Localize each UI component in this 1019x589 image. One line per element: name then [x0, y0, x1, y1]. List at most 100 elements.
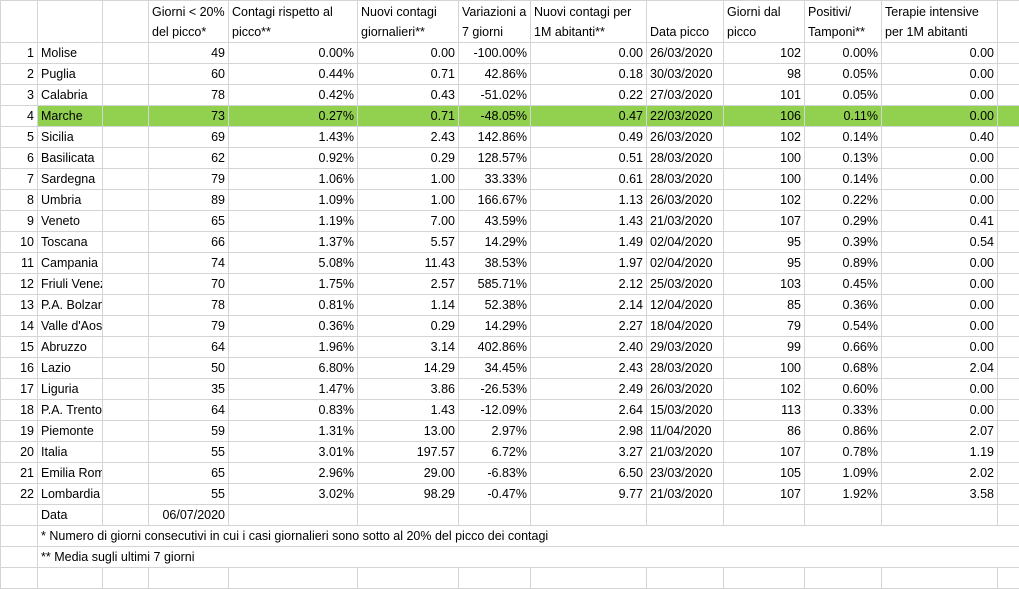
new-daily-cell[interactable]: 0.43 [358, 85, 459, 106]
positive-tests-cell[interactable]: 0.33% [805, 400, 882, 421]
extra-cell[interactable] [998, 295, 1019, 316]
header-contagion-vs-peak[interactable]: Contagi rispetto al picco** [229, 1, 358, 43]
variation-7-days-cell[interactable]: -12.09% [459, 400, 531, 421]
new-daily-cell[interactable]: 11.43 [358, 253, 459, 274]
empty-cell[interactable] [149, 568, 229, 589]
footnote-note1[interactable]: * Numero di giorni consecutivi in cui i … [38, 526, 1019, 547]
days-below-peak-cell[interactable]: 70 [149, 274, 229, 295]
days-below-peak-cell[interactable]: 60 [149, 64, 229, 85]
empty-cell[interactable] [805, 568, 882, 589]
positive-tests-cell[interactable]: 0.39% [805, 232, 882, 253]
region-cell[interactable]: Liguria [38, 379, 103, 400]
extra-cell[interactable] [998, 421, 1019, 442]
empty-cell[interactable] [103, 505, 149, 526]
row-index-cell[interactable]: 5 [1, 127, 38, 148]
new-per-1m-cell[interactable]: 1.13 [531, 190, 647, 211]
blank-cell[interactable] [103, 127, 149, 148]
new-per-1m-cell[interactable]: 2.27 [531, 316, 647, 337]
peak-date-cell[interactable]: 29/03/2020 [647, 337, 724, 358]
region-cell[interactable]: Lombardia [38, 484, 103, 505]
days-from-peak-cell[interactable]: 86 [724, 421, 805, 442]
variation-7-days-cell[interactable]: 166.67% [459, 190, 531, 211]
peak-date-cell[interactable]: 28/03/2020 [647, 148, 724, 169]
contagion-vs-peak-cell[interactable]: 0.42% [229, 85, 358, 106]
positive-tests-cell[interactable]: 0.13% [805, 148, 882, 169]
header-variation-7-days[interactable]: Variazioni a 7 giorni [459, 1, 531, 43]
icu-per-1m-cell[interactable]: 0.00 [882, 85, 998, 106]
new-per-1m-cell[interactable]: 0.47 [531, 106, 647, 127]
region-cell[interactable]: P.A. Trento [38, 400, 103, 421]
variation-7-days-cell[interactable]: -0.47% [459, 484, 531, 505]
days-from-peak-cell[interactable]: 85 [724, 295, 805, 316]
blank-cell[interactable] [103, 484, 149, 505]
row-index-cell[interactable]: 4 [1, 106, 38, 127]
header-days-from-peak[interactable]: Giorni dal picco [724, 1, 805, 43]
header-new-per-1m[interactable]: Nuovi contagi per 1M abitanti** [531, 1, 647, 43]
row-index-cell[interactable]: 16 [1, 358, 38, 379]
blank-cell[interactable] [103, 106, 149, 127]
new-daily-cell[interactable]: 0.00 [358, 43, 459, 64]
region-cell[interactable]: Abruzzo [38, 337, 103, 358]
new-per-1m-cell[interactable]: 2.40 [531, 337, 647, 358]
region-cell[interactable]: Campania [38, 253, 103, 274]
positive-tests-cell[interactable]: 0.14% [805, 127, 882, 148]
days-from-peak-cell[interactable]: 105 [724, 463, 805, 484]
row-index-cell[interactable]: 15 [1, 337, 38, 358]
positive-tests-cell[interactable]: 0.89% [805, 253, 882, 274]
region-cell[interactable]: Emilia Romagna [38, 463, 103, 484]
icu-per-1m-cell[interactable]: 3.58 [882, 484, 998, 505]
days-from-peak-cell[interactable]: 95 [724, 232, 805, 253]
variation-7-days-cell[interactable]: 43.59% [459, 211, 531, 232]
peak-date-cell[interactable]: 28/03/2020 [647, 169, 724, 190]
days-from-peak-cell[interactable]: 100 [724, 169, 805, 190]
contagion-vs-peak-cell[interactable]: 3.01% [229, 442, 358, 463]
empty-cell[interactable] [103, 568, 149, 589]
contagion-vs-peak-cell[interactable]: 0.44% [229, 64, 358, 85]
peak-date-cell[interactable]: 22/03/2020 [647, 106, 724, 127]
days-below-peak-cell[interactable]: 64 [149, 337, 229, 358]
days-below-peak-cell[interactable]: 69 [149, 127, 229, 148]
days-below-peak-cell[interactable]: 62 [149, 148, 229, 169]
new-per-1m-cell[interactable]: 2.49 [531, 379, 647, 400]
new-daily-cell[interactable]: 2.43 [358, 127, 459, 148]
positive-tests-cell[interactable]: 0.86% [805, 421, 882, 442]
peak-date-cell[interactable]: 18/04/2020 [647, 316, 724, 337]
header-positive-tests[interactable]: Positivi/ Tamponi** [805, 1, 882, 43]
days-from-peak-cell[interactable]: 98 [724, 64, 805, 85]
row-index-cell[interactable]: 19 [1, 421, 38, 442]
peak-date-cell[interactable]: 27/03/2020 [647, 85, 724, 106]
empty-cell[interactable] [998, 568, 1019, 589]
blank-cell[interactable] [103, 316, 149, 337]
variation-7-days-cell[interactable]: 14.29% [459, 316, 531, 337]
empty-cell[interactable] [724, 568, 805, 589]
header-peak-date[interactable]: Data picco [647, 1, 724, 43]
row-index-cell[interactable]: 6 [1, 148, 38, 169]
date-value[interactable]: 06/07/2020 [149, 505, 229, 526]
icu-per-1m-cell[interactable]: 0.00 [882, 253, 998, 274]
contagion-vs-peak-cell[interactable]: 1.09% [229, 190, 358, 211]
empty-cell[interactable] [1, 568, 38, 589]
positive-tests-cell[interactable]: 1.09% [805, 463, 882, 484]
positive-tests-cell[interactable]: 0.05% [805, 64, 882, 85]
contagion-vs-peak-cell[interactable]: 0.27% [229, 106, 358, 127]
extra-cell[interactable] [998, 358, 1019, 379]
variation-7-days-cell[interactable]: 128.57% [459, 148, 531, 169]
new-per-1m-cell[interactable]: 0.18 [531, 64, 647, 85]
contagion-vs-peak-cell[interactable]: 0.36% [229, 316, 358, 337]
icu-per-1m-cell[interactable]: 0.00 [882, 43, 998, 64]
days-below-peak-cell[interactable]: 66 [149, 232, 229, 253]
variation-7-days-cell[interactable]: 14.29% [459, 232, 531, 253]
region-cell[interactable]: Piemonte [38, 421, 103, 442]
positive-tests-cell[interactable]: 0.22% [805, 190, 882, 211]
extra-cell[interactable] [998, 127, 1019, 148]
days-from-peak-cell[interactable]: 79 [724, 316, 805, 337]
variation-7-days-cell[interactable]: -100.00% [459, 43, 531, 64]
empty-cell[interactable] [882, 568, 998, 589]
new-daily-cell[interactable]: 1.00 [358, 190, 459, 211]
new-per-1m-cell[interactable]: 0.22 [531, 85, 647, 106]
blank-cell[interactable] [103, 43, 149, 64]
header-icu-per-1m[interactable]: Terapie intensive per 1M abitanti [882, 1, 998, 43]
icu-per-1m-cell[interactable]: 0.00 [882, 64, 998, 85]
contagion-vs-peak-cell[interactable]: 1.31% [229, 421, 358, 442]
icu-per-1m-cell[interactable]: 2.04 [882, 358, 998, 379]
